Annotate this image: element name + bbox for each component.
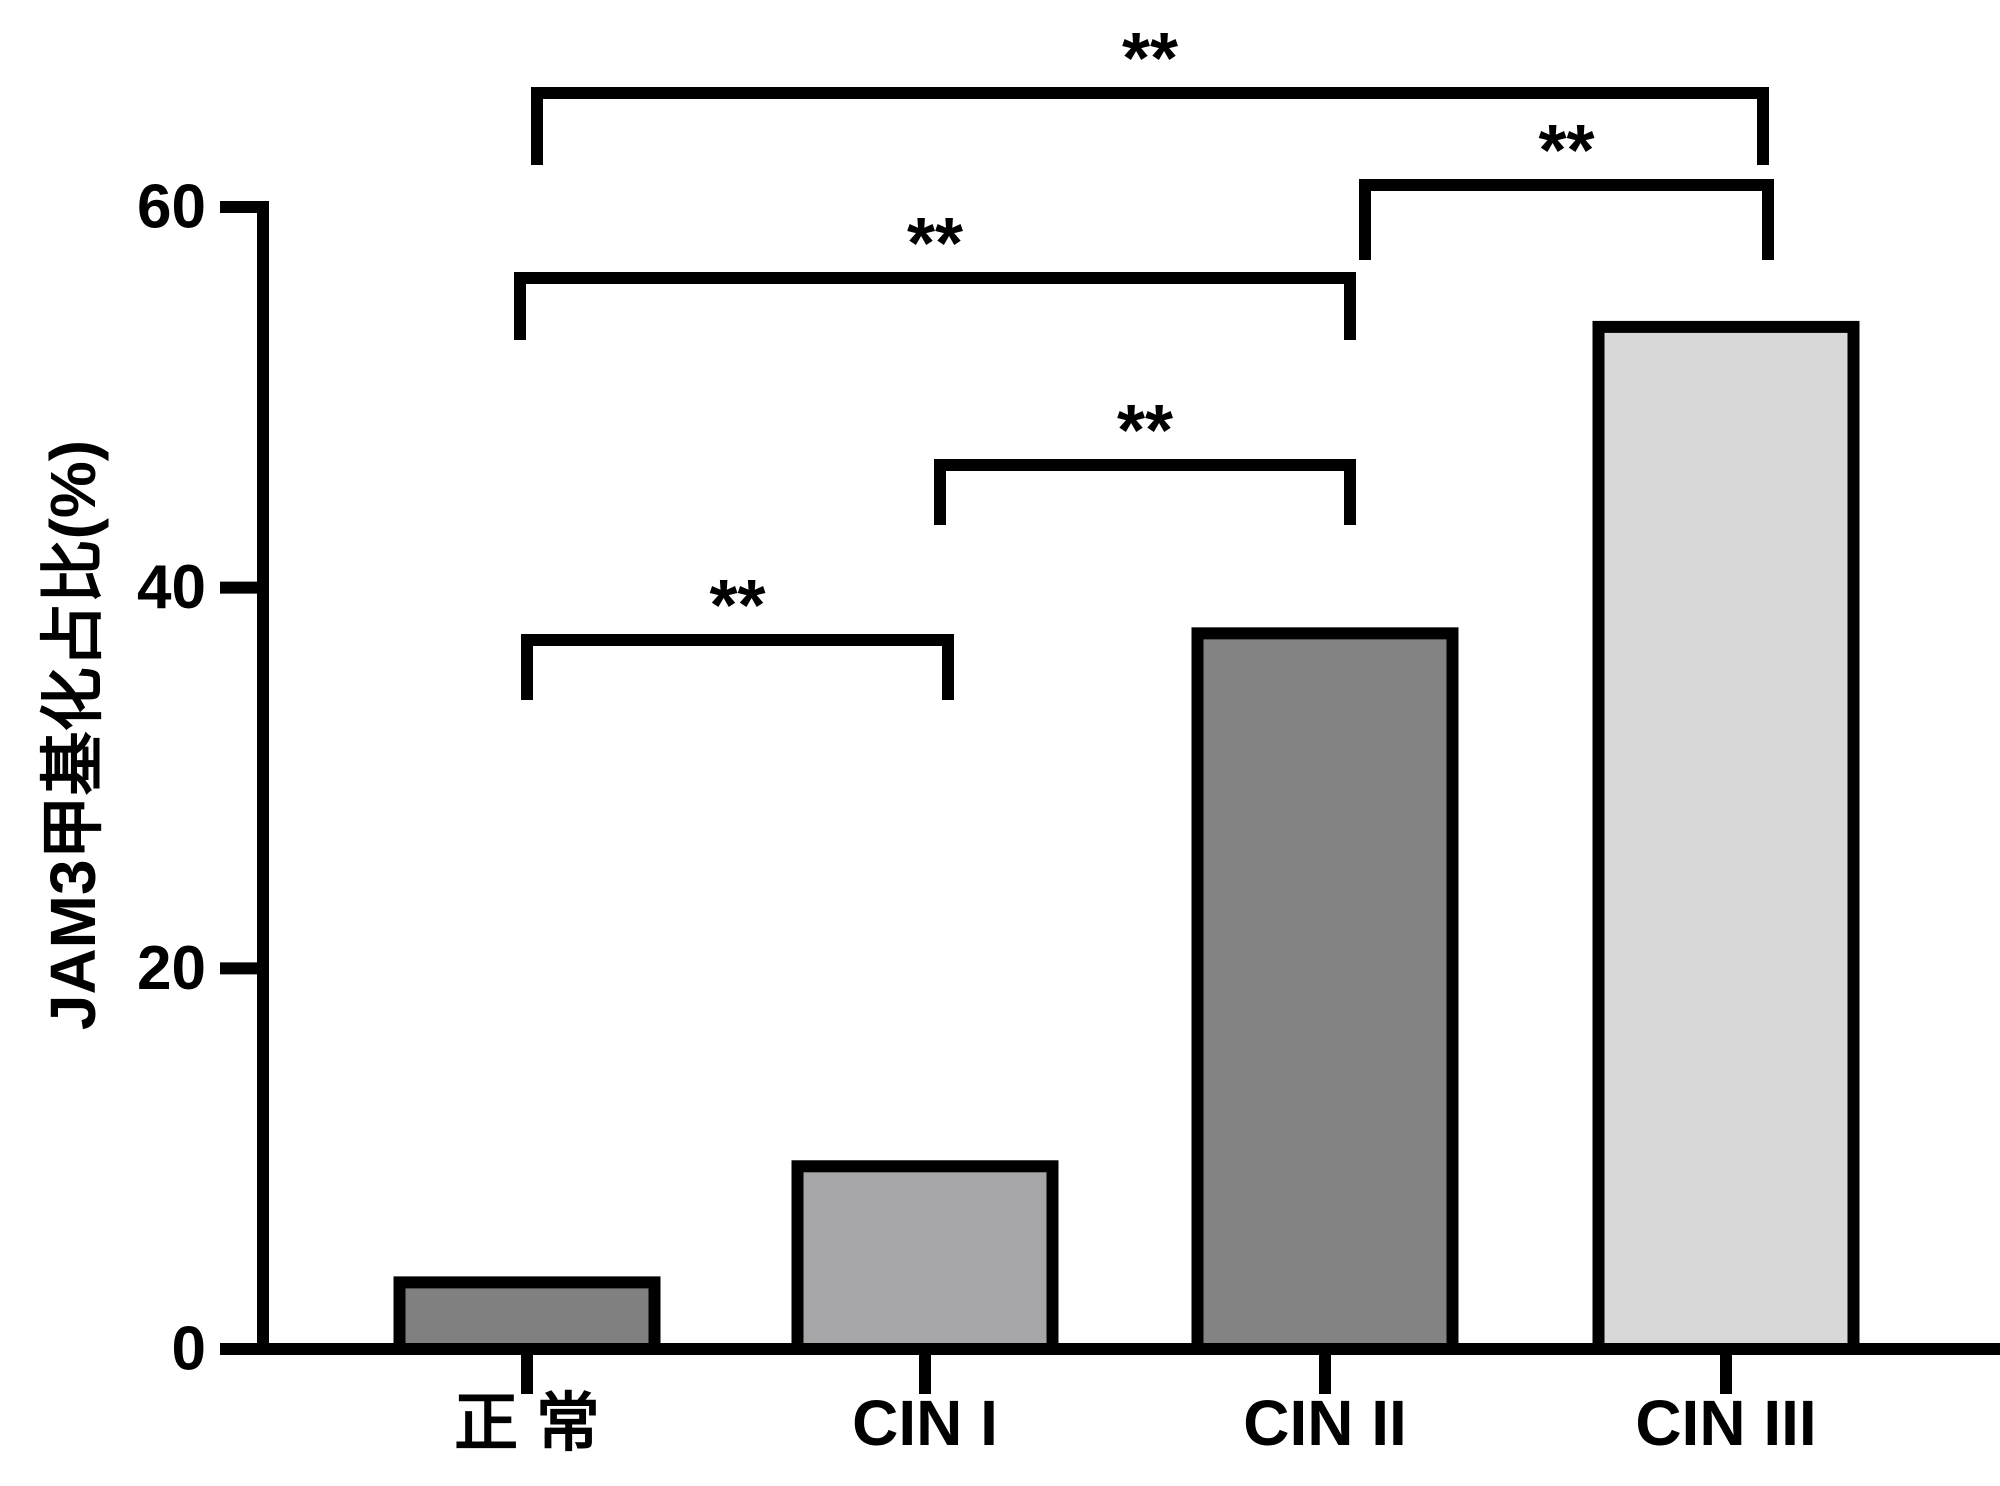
x-tick-label-2: CIN II — [1243, 1387, 1407, 1459]
bracket-label-0-2: ** — [907, 204, 963, 284]
bracket-1-2 — [934, 459, 1356, 525]
x-tick-label-1: CIN I — [852, 1387, 998, 1459]
bracket-0-3 — [531, 87, 1769, 165]
bracket-label-2-3: ** — [1538, 111, 1594, 191]
y-axis: 0 20 40 60 — [137, 173, 269, 1384]
y-tick-label-40: 40 — [137, 553, 206, 622]
bracket-2-3 — [1359, 179, 1774, 260]
bracket-0-1 — [521, 634, 954, 700]
bar-1 — [791, 1160, 1059, 1356]
y-tick-label-0: 0 — [172, 1315, 206, 1384]
y-tick-label-20: 20 — [137, 934, 206, 1003]
bracket-label-0-3: ** — [1122, 19, 1178, 99]
y-axis-title-group: JAM3甲基化占比(%) — [37, 440, 109, 1030]
y-axis-title: JAM3甲基化占比(%) — [37, 440, 109, 1030]
x-axis: 正 常 CIN I CIN II CIN III — [220, 1343, 2000, 1459]
bracket-0-2 — [514, 272, 1356, 340]
bracket-label-1-2: ** — [1117, 391, 1173, 471]
significance-brackets: ** ** ** ** ** — [514, 19, 1774, 700]
x-tick-label-3: CIN III — [1635, 1387, 1816, 1459]
bar-3 — [1592, 320, 1860, 1356]
bracket-label-0-1: ** — [709, 566, 765, 646]
bar-0 — [393, 1276, 661, 1355]
bar-2 — [1191, 627, 1459, 1355]
x-tick-label-0: 正 常 — [454, 1387, 600, 1459]
bars — [393, 320, 1860, 1356]
y-tick-label-60: 60 — [137, 173, 206, 242]
